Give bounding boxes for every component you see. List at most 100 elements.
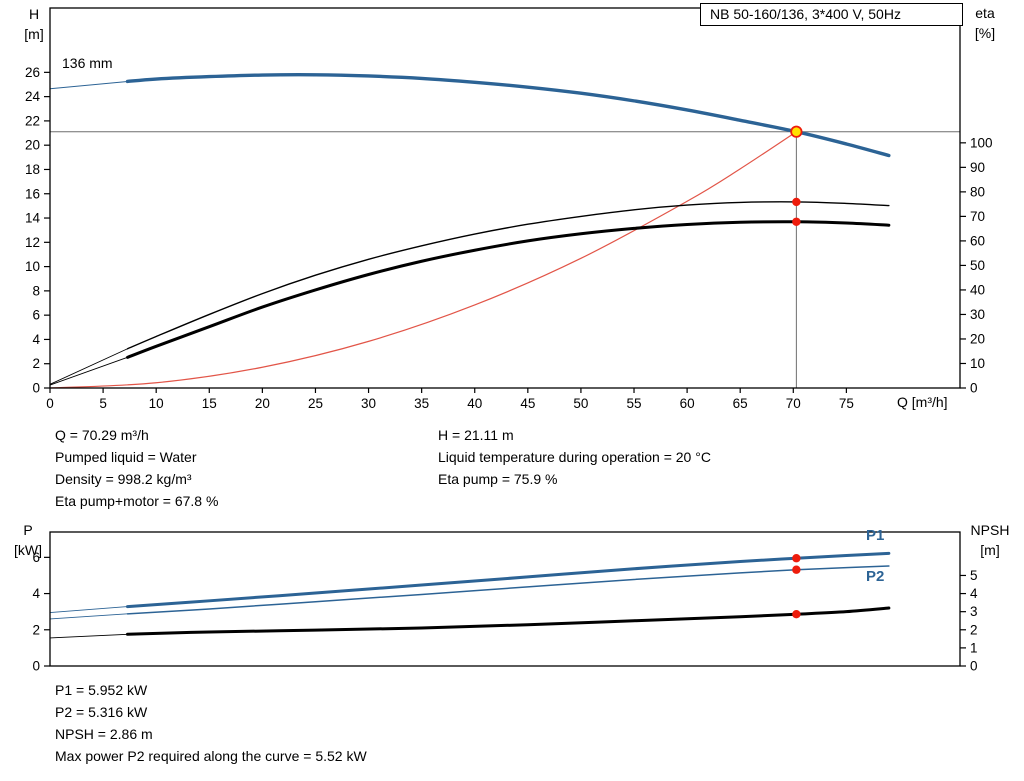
y-left-tick-label: 8 [32,283,40,298]
y-left-tick-label: 22 [25,113,40,128]
info-head: H = 21.11 m [438,427,514,443]
eta-pump-motor-curve [126,220,891,359]
info-p2: P2 = 5.316 kW [55,704,148,720]
p-axis-unit: [kW] [14,542,42,558]
y-right-tick-label: 50 [970,258,985,273]
power-npsh-chart-frame [49,531,961,667]
y-left-tick-label: 6 [32,550,40,565]
y-right-tick-label: 5 [970,568,978,583]
info-eta-pump: Eta pump = 75.9 % [438,471,558,487]
q-axis-label: Q [m³/h] [897,394,948,410]
system-curve [49,131,797,389]
eta-axis-symbol: eta [975,5,995,21]
y-right-tick-label: 10 [970,356,985,371]
x-tick-label: 55 [626,396,641,411]
y-right-tick-label: 4 [970,586,978,601]
x-tick-label: 0 [46,396,54,411]
p1-curve-extension [49,606,128,614]
npsh-curve-extension [49,633,128,639]
eta-axis-label: eta [%] [962,3,1008,43]
h-axis-symbol: H [28,6,40,22]
info-eta-pump-motor: Eta pump+motor = 67.8 % [55,493,219,509]
npsh-axis-unit: [m] [980,542,1000,558]
p1-curve [126,551,891,609]
y-left-tick-label: 16 [25,186,40,201]
power-info-block: P1 = 5.952 kW P2 = 5.316 kW NPSH = 2.86 … [55,679,367,767]
x-tick-label: 40 [467,396,482,411]
npsh-axis-label: NPSH [m] [962,520,1018,560]
y-left-tick-label: 0 [32,659,40,674]
y-left-tick-label: 12 [25,235,40,250]
pump-curve-136mm-extension [49,80,129,90]
y-left-tick-label: 26 [25,65,40,80]
p-axis-label: P [kW] [6,520,50,560]
x-tick-label: 60 [680,396,695,411]
p2-curve-label: P2 [866,568,885,585]
x-tick-label: 35 [414,396,429,411]
y-right-tick-label: 3 [970,604,978,619]
duty-point-eta-pump-motor [792,217,801,226]
eta-pump-motor-curve-extension [49,356,128,386]
duty-point-qh [790,125,803,138]
y-left-tick-label: 4 [32,586,40,601]
x-tick-label: 30 [361,396,376,411]
y-left-tick-label: 18 [25,162,40,177]
y-right-tick-label: 2 [970,622,978,637]
power-npsh-chart: 0 2 4 6 0 1 2 3 4 5 [32,531,978,674]
y-right-tick-label: 80 [970,184,985,199]
y-left-tick-label: 2 [32,356,40,371]
info-flow: Q = 70.29 m³/h [55,427,149,443]
y-left-tick-label: 6 [32,308,40,323]
x-tick-label: 50 [573,396,588,411]
y-left-tick-label: 20 [25,138,40,153]
y-right-tick-label: 70 [970,209,985,224]
y-left-tick-label: 4 [32,332,40,347]
info-liquid-temperature: Liquid temperature during operation = 20… [438,449,711,465]
duty-point-npsh [792,610,801,619]
h-axis-unit: [m] [24,26,44,42]
x-tick-label: 25 [308,396,323,411]
info-p1: P1 = 5.952 kW [55,682,148,698]
eta-pump-curve-extension [49,348,128,385]
h-axis-label: H [m] [14,4,54,44]
p-axis-symbol: P [23,522,33,538]
pump-curve-136mm [125,72,891,158]
y-right-tick-label: 1 [970,640,978,655]
duty-point-eta-pump [792,197,801,207]
p2-curve [126,565,890,615]
y-right-tick-label: 0 [970,381,978,396]
hq-chart-frame [49,7,961,389]
pump-title-box: NB 50-160/136, 3*400 V, 50Hz [700,3,963,26]
x-tick-label: 5 [99,396,107,411]
eta-axis-unit: [%] [974,25,996,41]
npsh-curve [126,606,891,636]
p1-curve-label: P1 [866,527,885,544]
x-tick-label: 10 [149,396,164,411]
x-tick-label: 15 [202,396,217,411]
y-right-tick-label: 20 [970,331,985,346]
y-left-tick-label: 10 [25,259,40,274]
y-right-tick-label: 90 [970,160,985,175]
operating-point-info-col1: Q = 70.29 m³/h Pumped liquid = Water Den… [55,424,218,512]
y-right-tick-label: 40 [970,282,985,297]
x-tick-label: 65 [733,396,748,411]
y-right-tick-label: 100 [970,135,993,150]
x-tick-label: 20 [255,396,270,411]
info-pumped-liquid: Pumped liquid = Water [55,449,197,465]
y-left-tick-label: 2 [32,622,40,637]
info-npsh: NPSH = 2.86 m [55,726,153,742]
info-max-power: Max power P2 required along the curve = … [55,748,367,764]
curve-label-136mm: 136 mm [62,55,113,71]
y-right-tick-label: 0 [970,659,978,674]
hq-chart: 0 5 10 15 20 25 30 35 40 45 50 55 60 65 70 750246810121… [25,7,993,411]
npsh-axis-symbol: NPSH [970,522,1010,538]
x-tick-label: 45 [520,396,535,411]
eta-pump-curve [126,201,890,350]
info-density: Density = 998.2 kg/m³ [55,471,192,487]
x-tick-label: 70 [786,396,801,411]
operating-point-info-col2: H = 21.11 m Liquid temperature during op… [438,424,711,490]
y-right-tick-label: 60 [970,233,985,248]
y-left-tick-label: 24 [25,89,41,104]
p2-curve-extension [49,613,128,620]
